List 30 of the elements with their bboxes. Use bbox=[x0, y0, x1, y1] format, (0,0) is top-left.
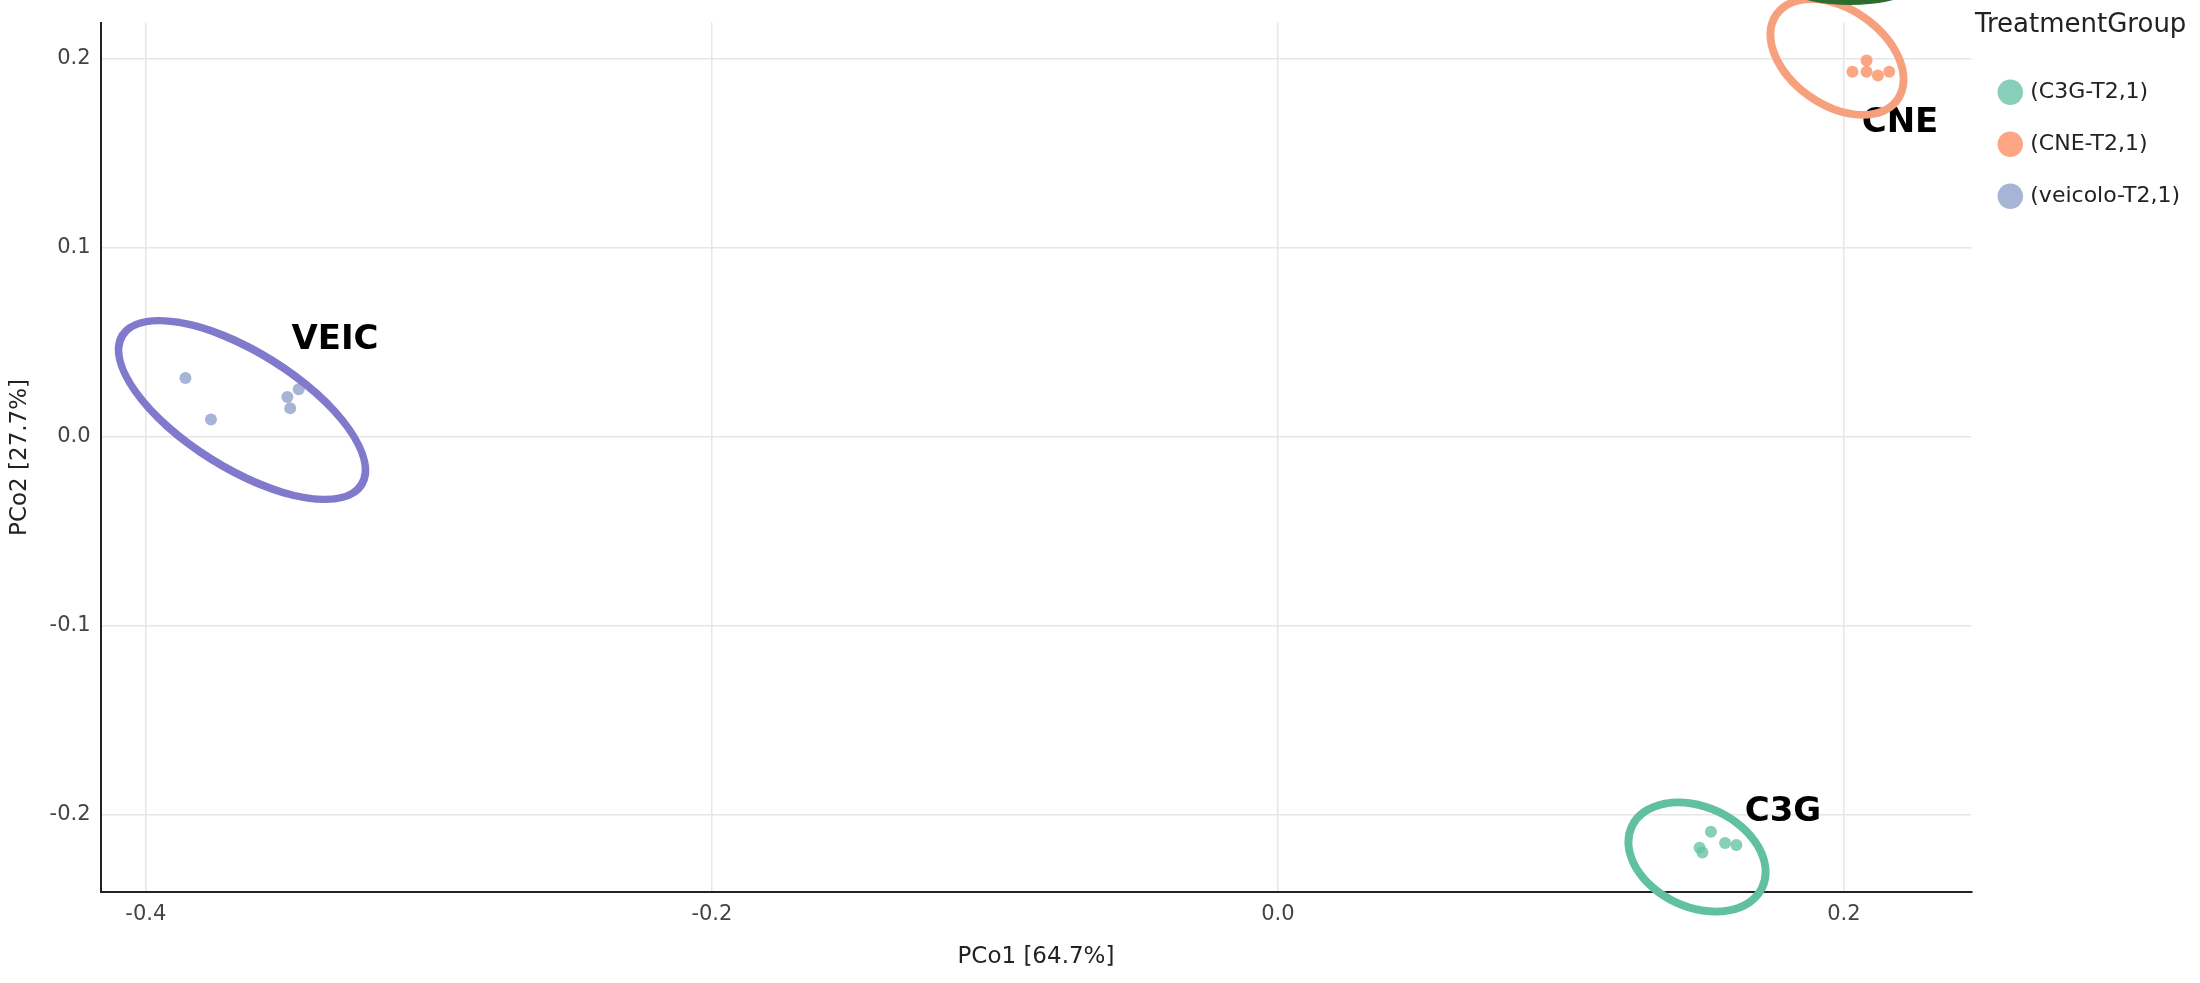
legend-label: (CNE-T2,1) bbox=[2030, 129, 2148, 155]
x-tick-label: 0.0 bbox=[1261, 901, 1295, 926]
y-tick-label: -0.2 bbox=[49, 801, 91, 826]
point bbox=[1883, 65, 1896, 78]
point bbox=[1871, 69, 1884, 82]
point bbox=[281, 390, 294, 403]
y-tick-label: 0.1 bbox=[57, 234, 91, 259]
y-axis-title: PCo2 [27.7%] bbox=[4, 378, 31, 536]
y-tick-label: -0.1 bbox=[49, 612, 91, 637]
point bbox=[204, 413, 217, 426]
point bbox=[1846, 65, 1859, 78]
legend-label: (veicolo-T2,1) bbox=[2030, 181, 2180, 207]
point bbox=[1860, 65, 1873, 78]
point bbox=[284, 402, 297, 415]
y-tick-label: 0.2 bbox=[57, 44, 91, 69]
legend-title: TreatmentGroup bbox=[1973, 7, 2187, 38]
annotation: C3G bbox=[1744, 788, 1822, 829]
point bbox=[1719, 837, 1732, 850]
point bbox=[1860, 54, 1873, 67]
annotation: VEIC bbox=[291, 316, 379, 357]
x-axis-title: PCo1 [64.7%] bbox=[957, 942, 1115, 969]
point bbox=[179, 372, 192, 384]
x-tick-label: -0.2 bbox=[691, 901, 733, 926]
y-tick-label: 0.0 bbox=[57, 423, 91, 448]
x-tick-label: -0.4 bbox=[125, 901, 167, 926]
legend-label: (C3G-T2,1) bbox=[2030, 77, 2149, 103]
x-tick-label: 0.2 bbox=[1827, 901, 1861, 926]
point bbox=[1696, 846, 1709, 859]
point bbox=[1704, 825, 1717, 838]
point bbox=[1730, 838, 1743, 851]
